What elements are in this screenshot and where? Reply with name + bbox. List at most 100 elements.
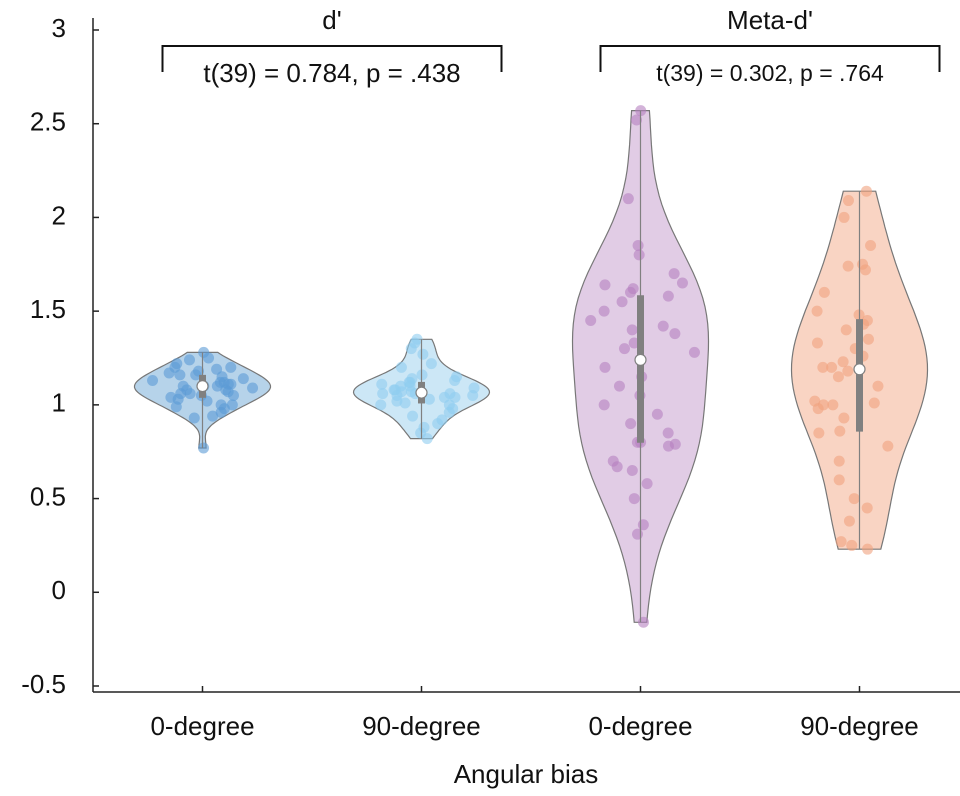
data-point: [676, 277, 688, 289]
data-point: [622, 193, 634, 205]
data-point: [662, 290, 674, 302]
data-point: [227, 389, 239, 401]
data-point: [641, 478, 653, 490]
data-point: [848, 493, 860, 505]
y-tick-label: 1: [52, 388, 66, 418]
data-point: [668, 268, 680, 280]
data-point: [626, 464, 638, 476]
data-point: [631, 114, 643, 126]
median: [196, 380, 209, 393]
data-point: [633, 249, 645, 261]
x-tick-label: 0-degree: [588, 711, 692, 741]
data-point: [449, 374, 461, 386]
data-point: [662, 427, 674, 439]
data-point: [625, 286, 637, 298]
data-point: [842, 365, 854, 377]
data-point: [425, 358, 437, 370]
median: [634, 353, 647, 366]
data-point: [218, 376, 230, 388]
y-tick-label: 0.5: [30, 481, 66, 511]
x-axis-label: Angular bias: [454, 759, 599, 789]
data-point: [833, 455, 845, 467]
data-point: [833, 474, 845, 486]
data-point: [637, 519, 649, 531]
data-point: [163, 367, 175, 379]
data-point: [399, 397, 411, 409]
data-point: [183, 354, 195, 366]
data-point: [838, 211, 850, 223]
data-point: [842, 195, 854, 207]
data-point: [598, 305, 610, 317]
data-point: [247, 382, 259, 394]
data-point: [662, 440, 674, 452]
annotation: t(39) = 0.784, p = .438: [203, 58, 460, 88]
data-point: [632, 528, 644, 540]
data-point: [585, 315, 597, 327]
data-point: [215, 399, 227, 411]
data-point: [432, 418, 444, 430]
data-point: [377, 388, 389, 400]
data-point: [826, 361, 838, 373]
data-point: [184, 388, 196, 400]
data-point: [846, 539, 858, 551]
data-point: [865, 240, 877, 252]
x-tick-label: 90-degree: [362, 711, 481, 741]
data-point: [599, 361, 611, 373]
data-point: [405, 343, 417, 355]
median: [853, 363, 866, 376]
data-point: [598, 399, 610, 411]
data-point: [407, 410, 419, 422]
data-point: [811, 305, 823, 317]
data-point: [438, 391, 450, 403]
group-title: d': [322, 5, 341, 35]
data-point: [616, 296, 628, 308]
data-point: [625, 418, 637, 430]
data-point: [862, 333, 874, 345]
data-point: [375, 399, 387, 411]
data-point: [618, 343, 630, 355]
data-point: [177, 380, 189, 392]
data-point: [188, 412, 200, 424]
data-point: [203, 352, 215, 364]
data-point: [421, 433, 433, 445]
data-point: [170, 401, 182, 413]
data-point: [811, 337, 823, 349]
data-point: [190, 369, 202, 381]
data-point: [861, 315, 873, 327]
bracket: [161, 45, 503, 72]
data-point: [628, 493, 640, 505]
data-point: [837, 356, 849, 368]
x-tick-label: 90-degree: [800, 711, 919, 741]
data-point: [237, 373, 249, 385]
data-point: [862, 543, 874, 555]
annotation: t(39) = 0.302, p = .764: [656, 60, 884, 86]
data-point: [174, 369, 186, 381]
data-point: [376, 378, 388, 390]
data-point: [443, 406, 455, 418]
data-point: [391, 395, 403, 407]
data-point: [872, 380, 884, 392]
data-point: [843, 515, 855, 527]
bracket: [599, 45, 941, 72]
data-point: [657, 320, 669, 332]
data-point: [613, 380, 625, 392]
data-point: [651, 408, 663, 420]
data-point: [198, 442, 210, 454]
data-point: [632, 240, 644, 252]
data-point: [628, 337, 640, 349]
data-point: [812, 403, 824, 415]
data-point: [626, 324, 638, 336]
data-point: [860, 185, 872, 197]
data-point: [637, 616, 649, 628]
data-point: [859, 264, 871, 276]
data-point: [688, 346, 700, 358]
data-point: [395, 361, 407, 373]
data-point: [417, 348, 429, 360]
data-point: [861, 502, 873, 514]
data-point: [842, 260, 854, 272]
data-point: [882, 440, 894, 452]
data-point: [207, 410, 219, 422]
y-tick-label: 1.5: [30, 294, 66, 324]
data-point: [389, 384, 401, 396]
